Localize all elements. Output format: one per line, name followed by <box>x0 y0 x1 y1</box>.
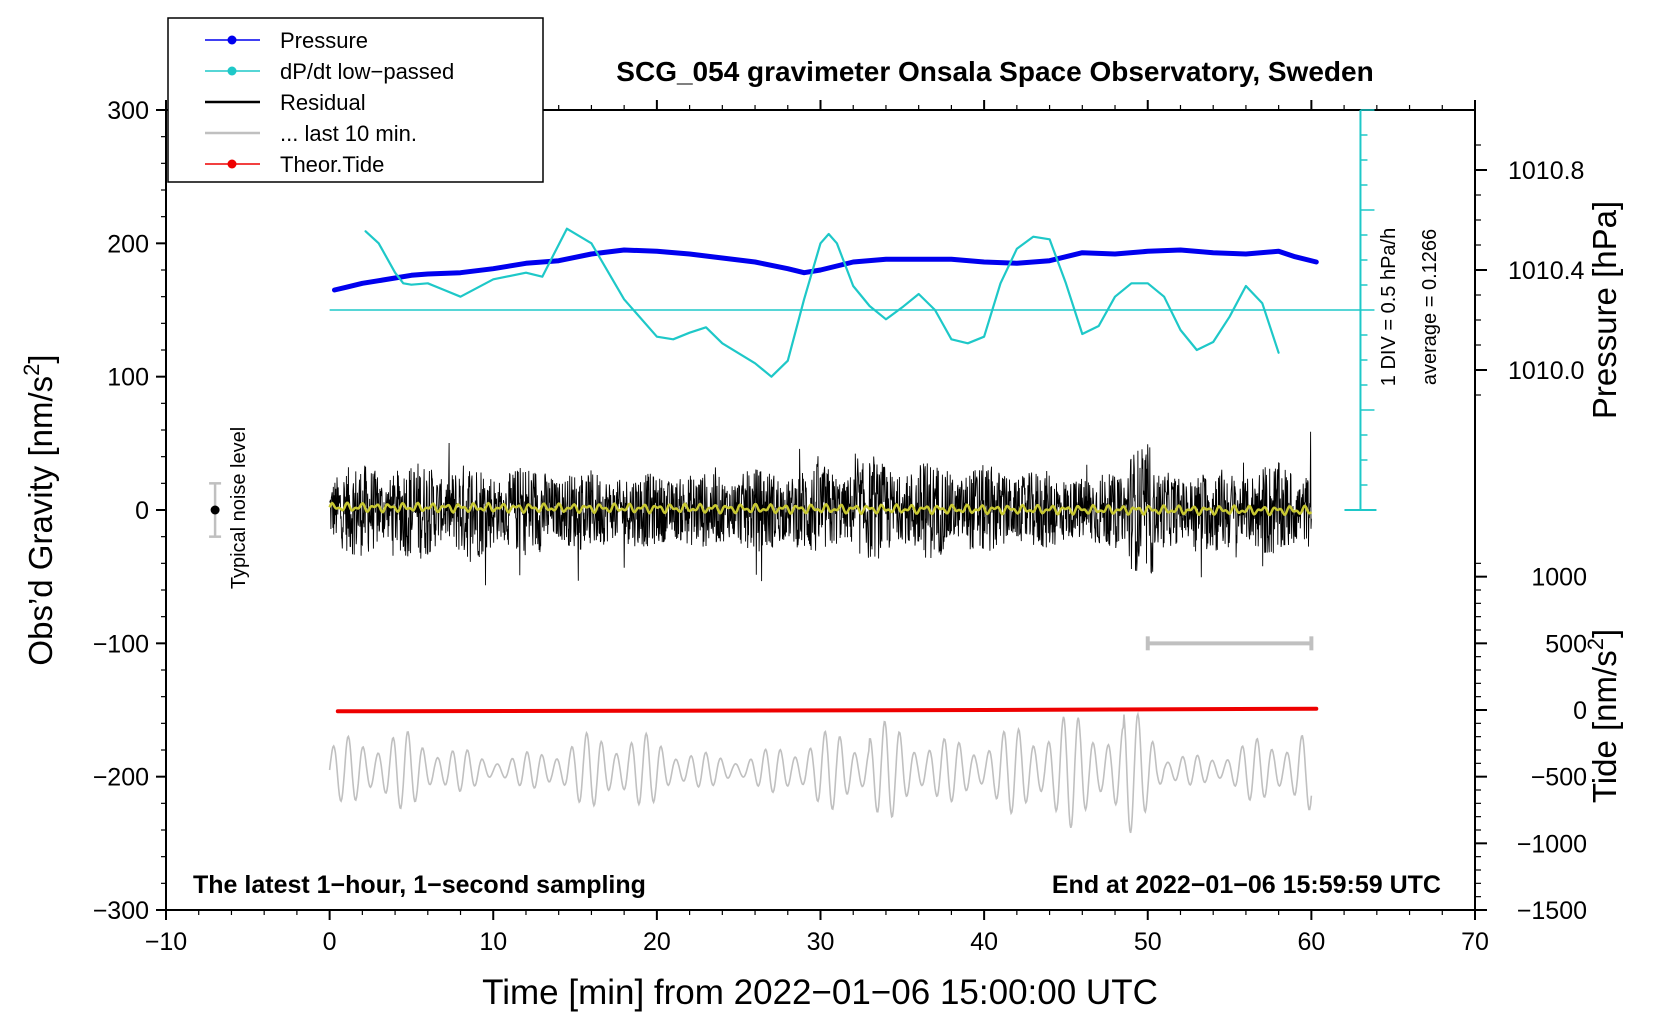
series-line-0 <box>332 247 1319 293</box>
x-tick-label: 0 <box>323 928 337 956</box>
plot-data <box>209 227 1361 834</box>
dpdt-scale-average-label: average = 0.1266 <box>1419 229 1441 385</box>
tide-axis-label: Tide [nm/s2] <box>1583 629 1623 803</box>
pressure-tick-label: 1010.8 <box>1508 157 1584 185</box>
y-tick-label: 300 <box>107 97 149 125</box>
legend-label-4: Theor.Tide <box>280 152 384 177</box>
x-tick-label: 60 <box>1297 928 1325 956</box>
legend-marker-1 <box>227 66 237 76</box>
legend-label-2: Residual <box>280 90 366 115</box>
y-axis-ticks: −300 −200 −100 0 100 200 300 <box>93 97 166 925</box>
pressure-tick-label: 1010.4 <box>1508 257 1585 285</box>
right-axis-ticks: 1010.0 1010.4 1010.8 −1500 −1000 −500 0 500 1000 <box>1475 144 1587 925</box>
y-tick-label: −200 <box>93 764 149 792</box>
x-tick-label: −10 <box>145 928 187 956</box>
last-10-min-line <box>328 711 1313 834</box>
legend-label-1: dP/dt low−passed <box>280 59 454 84</box>
tide-tick-label: −500 <box>1531 764 1587 792</box>
y-tick-label: −300 <box>93 897 149 925</box>
tide-tick-label: −1000 <box>1517 830 1587 858</box>
end-time-annotation: End at 2022−01−06 15:59:59 UTC <box>1052 871 1441 899</box>
legend: Pressure dP/dt low−passed Residual ... last… <box>167 17 544 183</box>
x-tick-label: 70 <box>1461 928 1489 956</box>
pressure-tick-label: 1010.0 <box>1508 357 1584 385</box>
y-axis-label: Obs’d Gravity [nm/s2] <box>19 354 59 665</box>
x-tick-label: 20 <box>643 928 671 956</box>
y-tick-label: −100 <box>93 630 149 658</box>
y-tick-label: 0 <box>135 497 149 525</box>
tide-tick-label: −1500 <box>1517 897 1587 925</box>
legend-marker-0 <box>227 35 237 45</box>
x-tick-label: 40 <box>970 928 998 956</box>
dpdt-scale-bar <box>1344 109 1377 511</box>
dpdt-scale-div-label: 1 DIV = 0.5 hPa/h <box>1378 228 1400 386</box>
series-line-2 <box>335 706 1319 714</box>
x-axis-label: Time [min] from 2022−01−06 15:00:00 UTC <box>482 973 1158 1012</box>
legend-marker-4 <box>227 159 237 169</box>
x-tick-label: 50 <box>1134 928 1162 956</box>
pressure-axis-label: Pressure [hPa] <box>1586 201 1623 419</box>
legend-label-3: ... last 10 min. <box>280 121 417 146</box>
y-tick-label: 200 <box>107 230 149 258</box>
x-axis-ticks: −10 0 10 20 30 40 50 60 70 <box>145 100 1489 956</box>
noise-bar-dot <box>210 505 220 515</box>
series-line-1 <box>364 227 1280 378</box>
residual-line <box>329 431 1312 586</box>
sampling-annotation: The latest 1−hour, 1−second sampling <box>193 871 646 899</box>
y-tick-label: 100 <box>107 364 149 392</box>
residual-smoothed-line <box>328 501 1313 517</box>
chart-title: SCG_054 gravimeter Onsala Space Observat… <box>616 56 1373 87</box>
legend-box <box>167 17 544 183</box>
x-tick-label: 10 <box>479 928 507 956</box>
tide-tick-label: 500 <box>1545 630 1587 658</box>
tide-tick-label: 1000 <box>1531 564 1587 592</box>
legend-label-0: Pressure <box>280 28 368 53</box>
tide-tick-label: 0 <box>1573 697 1587 725</box>
x-tick-label: 30 <box>807 928 835 956</box>
noise-level-label: Typical noise level <box>228 427 250 589</box>
